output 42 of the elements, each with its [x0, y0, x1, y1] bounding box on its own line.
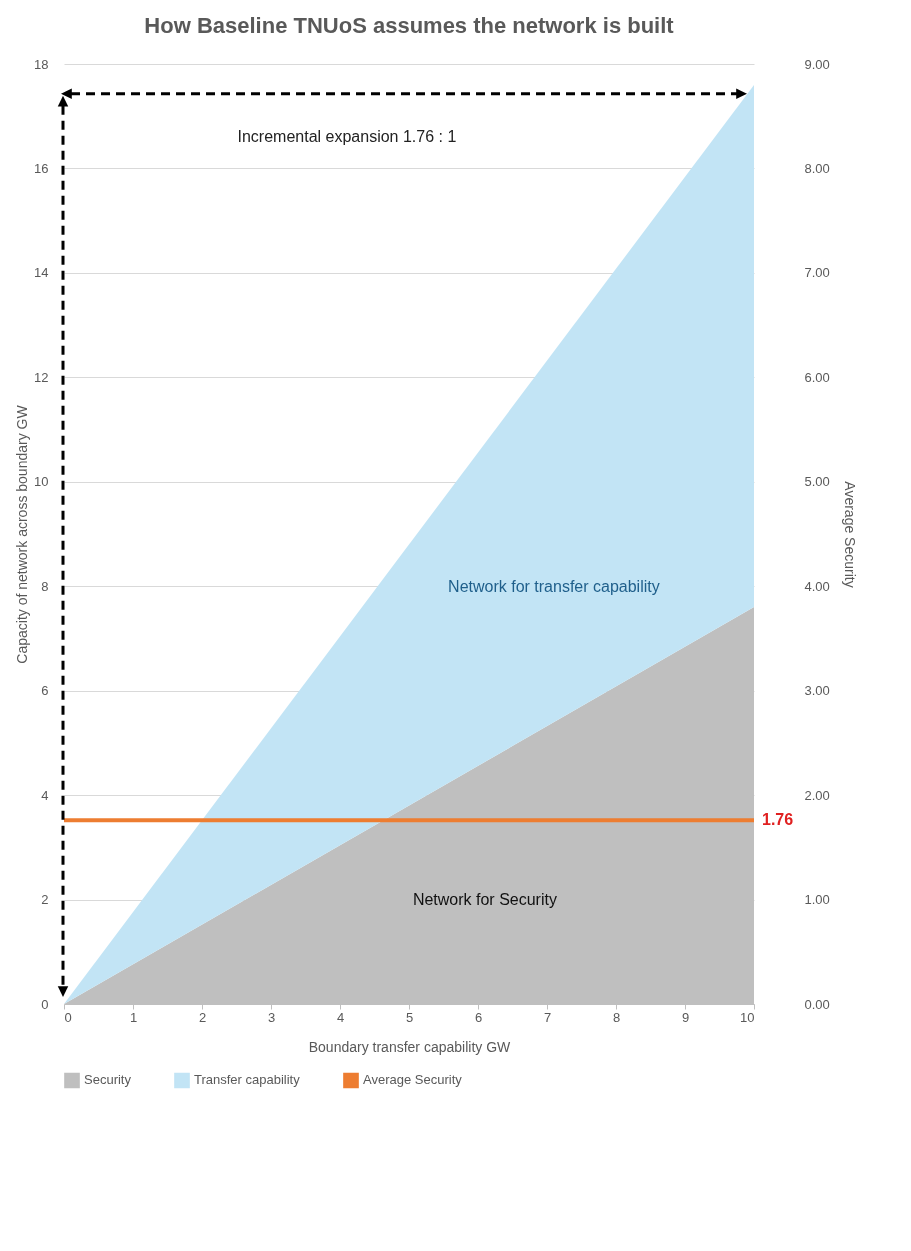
y2-tick-label: 0.00: [804, 996, 830, 1012]
y-tick-label: 0: [41, 996, 49, 1012]
y-tick-label: 10: [34, 474, 49, 490]
legend-label: Average Security: [363, 1072, 463, 1088]
x-tick-label: 9: [681, 1009, 690, 1025]
x-tick-label: 3: [267, 1009, 276, 1025]
x-tick-label: 4: [336, 1009, 345, 1025]
y-tick-label: 6: [41, 683, 49, 699]
y-tick-label: 12: [34, 369, 49, 385]
data-label: 1.76: [762, 811, 794, 829]
x-tick-label: 7: [543, 1009, 552, 1025]
y-axis-title: Capacity of network across boundary GW: [14, 404, 31, 664]
y2-tick-label: 1.00: [804, 892, 830, 908]
annotation: Network for Security: [412, 890, 557, 908]
y2-tick-label: 4.00: [804, 578, 830, 594]
y-tick-label: 16: [34, 160, 49, 176]
x-tick-label: 10: [740, 1009, 755, 1025]
y-tick-label: 4: [41, 787, 49, 803]
y-tick-label: 8: [41, 578, 49, 594]
legend-label: Transfer capability: [194, 1072, 301, 1088]
y2-tick-label: 2.00: [804, 787, 830, 803]
y-tick-label: 18: [34, 56, 49, 72]
annotation: Network for transfer capability: [448, 577, 660, 595]
y-tick-label: 2: [41, 892, 49, 908]
annotation: Incremental expansion 1.76 : 1: [237, 128, 457, 146]
x-tick-label: 2: [198, 1009, 207, 1025]
x-tick-label: 1: [129, 1009, 138, 1025]
chart-title: How Baseline TNUoS assumes the network is built: [144, 13, 675, 38]
x-axis-title: Boundary transfer capability GW: [308, 1038, 512, 1055]
y2-tick-label: 8.00: [804, 160, 830, 176]
y2-axis-title: Average Security: [841, 481, 858, 588]
y2-tick-label: 5.00: [804, 474, 830, 490]
legend-label: Security: [84, 1072, 132, 1088]
x-tick-label: 8: [612, 1009, 621, 1025]
y2-tick-label: 7.00: [804, 265, 830, 281]
y2-tick-label: 6.00: [804, 369, 830, 385]
x-tick-label: 0: [64, 1009, 72, 1025]
y2-tick-label: 3.00: [804, 683, 830, 699]
x-tick-label: 5: [405, 1009, 414, 1025]
x-tick-label: 6: [474, 1009, 483, 1025]
y2-tick-label: 9.00: [804, 56, 830, 72]
y-tick-label: 14: [34, 265, 49, 281]
